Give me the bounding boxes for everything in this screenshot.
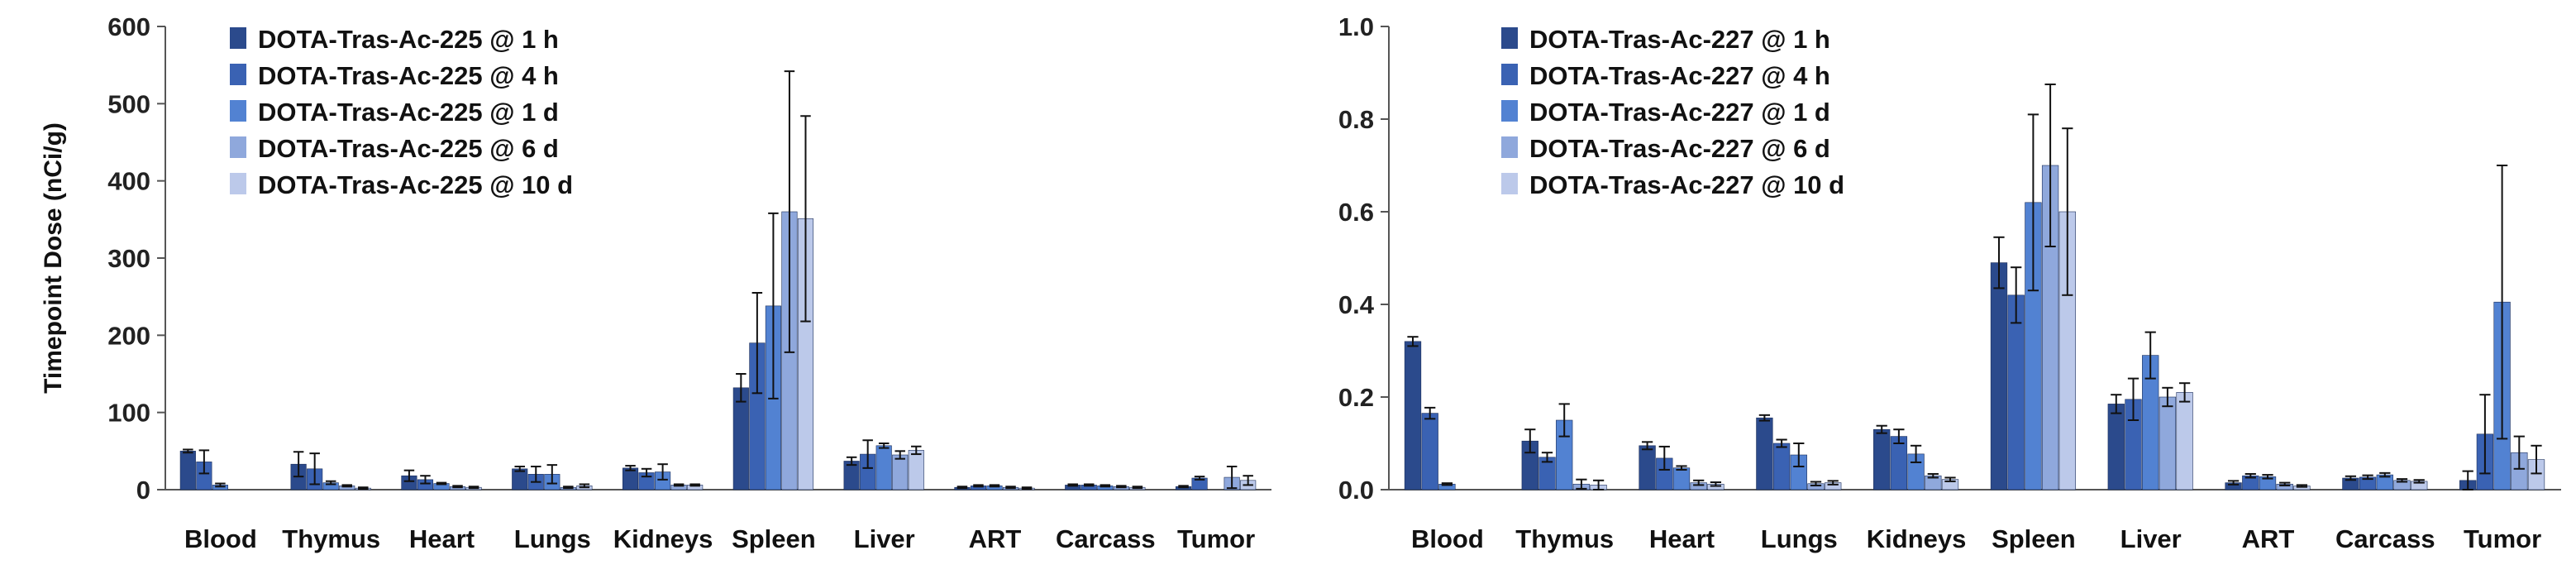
legend-label-1: DOTA-Tras-Ac-225 @ 1 h bbox=[258, 25, 559, 54]
legend-swatch-2 bbox=[1501, 64, 1518, 85]
x-category-label-spleen: Spleen bbox=[732, 524, 816, 553]
x-category-label-liver: Liver bbox=[2120, 524, 2182, 553]
x-category-label-blood: Blood bbox=[184, 524, 257, 553]
legend-label-5: DOTA-Tras-Ac-227 @ 10 d bbox=[1529, 170, 1844, 199]
y-tick-label: 0 bbox=[136, 476, 150, 505]
bar-liver-series-5 bbox=[2176, 392, 2193, 490]
legend-swatch-4 bbox=[230, 136, 246, 158]
y-tick-label: 0.0 bbox=[1338, 476, 1374, 505]
y-tick-label: 400 bbox=[107, 167, 150, 196]
y-tick-label: 0.2 bbox=[1338, 383, 1374, 412]
x-category-label-art: ART bbox=[969, 524, 1022, 553]
legend-swatch-5 bbox=[230, 173, 246, 194]
bar-spleen-series-1 bbox=[732, 387, 749, 490]
x-category-label-thymus: Thymus bbox=[1515, 524, 1614, 553]
bar-liver-series-3 bbox=[875, 445, 892, 490]
x-category-label-art: ART bbox=[2242, 524, 2295, 553]
x-category-label-thymus: Thymus bbox=[282, 524, 380, 553]
bar-liver-series-4 bbox=[892, 454, 909, 490]
y-tick-label: 0.6 bbox=[1338, 198, 1374, 227]
bar-heart-series-1 bbox=[1639, 445, 1656, 490]
x-category-label-blood: Blood bbox=[1411, 524, 1484, 553]
legend-swatch-3 bbox=[230, 100, 246, 122]
legend-swatch-1 bbox=[230, 27, 246, 49]
legend-swatch-5 bbox=[1501, 173, 1518, 194]
x-category-label-spleen: Spleen bbox=[1992, 524, 2076, 553]
legend-swatch-2 bbox=[230, 64, 246, 85]
legend-label-4: DOTA-Tras-Ac-227 @ 6 d bbox=[1529, 134, 1830, 163]
y-tick-label: 100 bbox=[107, 399, 150, 428]
bar-spleen-series-1 bbox=[1990, 262, 2008, 490]
legend-label-3: DOTA-Tras-Ac-227 @ 1 d bbox=[1529, 98, 1830, 127]
bar-blood-series-1 bbox=[1404, 341, 1422, 490]
y-tick-label: 500 bbox=[107, 89, 150, 118]
x-category-label-lungs: Lungs bbox=[514, 524, 591, 553]
y-tick-label: 200 bbox=[107, 321, 150, 350]
bar-kidneys-series-2 bbox=[1890, 436, 1908, 490]
bar-spleen-series-2 bbox=[2007, 294, 2025, 490]
y-tick-label: 300 bbox=[107, 244, 150, 273]
legend-label-1: DOTA-Tras-Ac-227 @ 1 h bbox=[1529, 25, 1830, 54]
bar-lungs-series-1 bbox=[1756, 417, 1773, 490]
x-category-label-heart: Heart bbox=[409, 524, 475, 553]
y-tick-label: 1.0 bbox=[1338, 12, 1374, 41]
bar-kidneys-series-1 bbox=[622, 467, 639, 490]
legend-label-5: DOTA-Tras-Ac-225 @ 10 d bbox=[258, 170, 573, 199]
x-category-label-tumor: Tumor bbox=[2464, 524, 2541, 553]
x-category-label-tumor: Tumor bbox=[1177, 524, 1255, 553]
y-tick-label: 0.8 bbox=[1338, 105, 1374, 134]
x-category-label-carcass: Carcass bbox=[2335, 524, 2435, 553]
y-axis-title: Timepoint Dose (nCi/g) bbox=[40, 122, 67, 394]
x-category-label-kidneys: Kidneys bbox=[613, 524, 713, 553]
x-category-label-kidneys: Kidneys bbox=[1867, 524, 1967, 553]
legend-swatch-3 bbox=[1501, 100, 1518, 122]
chart-ac225: Timepoint Dose (nCi/g) 0 100 200 300 400 500 60… bbox=[40, 12, 1271, 553]
x-category-label-liver: Liver bbox=[854, 524, 915, 553]
bar-liver-series-5 bbox=[908, 450, 924, 490]
x-category-label-lungs: Lungs bbox=[1761, 524, 1838, 553]
x-category-label-carcass: Carcass bbox=[1056, 524, 1156, 553]
bar-liver-series-1 bbox=[2107, 404, 2125, 490]
legend-label-4: DOTA-Tras-Ac-225 @ 6 d bbox=[258, 134, 559, 163]
bar-lungs-series-2 bbox=[1772, 443, 1791, 490]
legend-label-3: DOTA-Tras-Ac-225 @ 1 d bbox=[258, 98, 559, 127]
legend-swatch-4 bbox=[1501, 136, 1518, 158]
bar-blood-series-2 bbox=[1421, 413, 1438, 490]
bar-kidneys-series-1 bbox=[1873, 428, 1891, 490]
legend-swatch-1 bbox=[1501, 27, 1518, 49]
chart-ac227: 0.0 0.2 0.4 0.6 0.8 1.0 Blood Thymus Heart Lungs K… bbox=[1338, 12, 2561, 553]
legend-label-2: DOTA-Tras-Ac-227 @ 4 h bbox=[1529, 61, 1830, 90]
bar-heart-series-3 bbox=[1672, 467, 1691, 490]
bar-liver-series-4 bbox=[2159, 396, 2177, 490]
x-category-label-heart: Heart bbox=[1649, 524, 1715, 553]
y-tick-label: 600 bbox=[107, 12, 150, 41]
bar-blood-series-1 bbox=[179, 451, 196, 490]
y-tick-label: 0.4 bbox=[1338, 290, 1375, 319]
legend-label-2: DOTA-Tras-Ac-225 @ 4 h bbox=[258, 61, 559, 90]
